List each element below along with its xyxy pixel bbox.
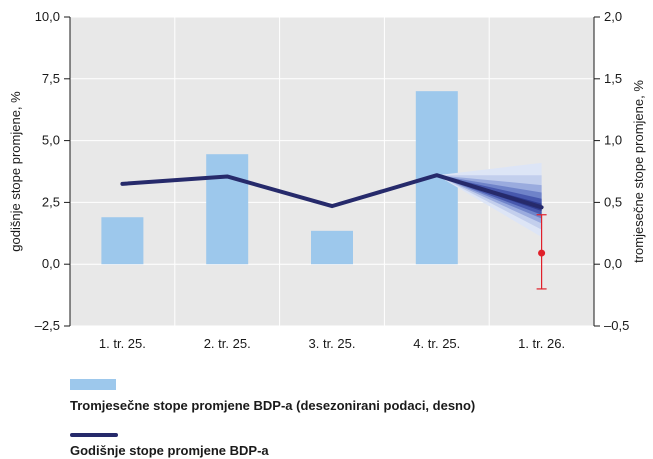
right-tick-label: 0,0: [604, 256, 622, 271]
right-tick-label: 0,5: [604, 194, 622, 209]
right-tick-label: 1,5: [604, 71, 622, 86]
chart: –2,5 0,0 2,5 5,0 7,5 10,0 –0,5 0,0 0,5 1,0 1,5 2,0 1…: [8, 9, 646, 351]
left-tick-label: –2,5: [35, 318, 60, 333]
left-tick-label: 10,0: [35, 9, 60, 24]
x-tick-label: 1. tr. 25.: [99, 336, 146, 351]
fan-band: [436, 175, 542, 224]
legend-swatch-line: [70, 433, 118, 437]
x-tick-label: 2. tr. 25.: [204, 336, 251, 351]
left-tick-label: 0,0: [42, 256, 60, 271]
x-tick-label: 1. tr. 26.: [518, 336, 565, 351]
right-tick-label: –0,5: [604, 318, 629, 333]
left-tick-label: 5,0: [42, 133, 60, 148]
bar: [101, 217, 144, 265]
chart-svg: –2,5 0,0 2,5 5,0 7,5 10,0 –0,5 0,0 0,5 1,0 1,5 2,0 1…: [8, 9, 646, 351]
legend-swatch-bar: [70, 379, 116, 390]
left-tick-label: 2,5: [42, 194, 60, 209]
right-tick-label: 2,0: [604, 9, 622, 24]
point-estimate: [538, 249, 546, 257]
legend-label-line: Godišnje stope promjene BDP-a: [70, 443, 269, 458]
fan-band: [436, 175, 542, 219]
bar: [311, 230, 353, 265]
y-axis-right-title: tromjesečne stope promjene, %: [631, 80, 646, 263]
right-tick-label: 1,0: [604, 133, 622, 148]
x-tick-label: 3. tr. 25.: [309, 336, 356, 351]
line-series: [120, 173, 544, 210]
x-tick-label: 4. tr. 25.: [413, 336, 460, 351]
legend-label-bar: Tromjesečne stope promjene BDP-a (desezo…: [70, 398, 476, 413]
y-axis-left-title: godišnje stope promjene, %: [8, 91, 23, 252]
left-tick-label: 7,5: [42, 71, 60, 86]
bar: [206, 154, 249, 265]
